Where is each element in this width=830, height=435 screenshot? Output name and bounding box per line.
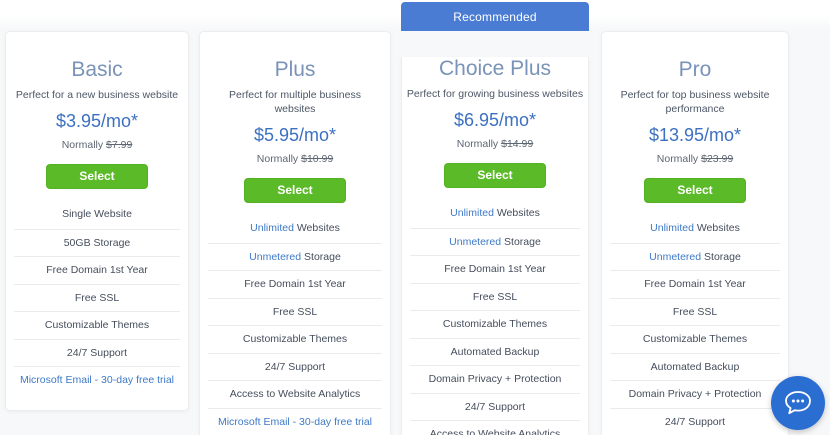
feature-link[interactable]: Unlimited [450, 207, 494, 219]
feature-row: 24/7 Support [14, 338, 180, 367]
plan-original-price: Normally $14.99 [402, 137, 588, 151]
feature-row: Free Domain 1st Year [208, 270, 382, 298]
recommended-banner-label: Recommended [453, 9, 537, 24]
normally-label: Normally [456, 138, 502, 150]
feature-row: Unmetered Storage [610, 242, 780, 271]
plan-card-body: Pro Perfect for top business website per… [601, 31, 789, 435]
feature-row: Free Domain 1st Year [14, 256, 180, 284]
plan-price: $6.95/mo* [453, 110, 537, 130]
feature-link[interactable]: Unlimited [250, 222, 294, 234]
plan-price: $13.95/mo* [648, 125, 742, 145]
plan-feature-list: Single Website 50GB Storage Free Domain 1s… [14, 201, 180, 394]
strikethrough-price: $7.99 [106, 139, 133, 151]
plan-original-price: Normally $10.99 [200, 152, 390, 166]
plan-card-body: Basic Perfect for a new business website… [5, 31, 189, 411]
feature-row: Microsoft Email - 30-day free trial [14, 366, 180, 394]
plan-original-price: Normally $7.99 [6, 138, 188, 152]
feature-link[interactable]: Unmetered [249, 250, 302, 263]
plan-card-body: Choice Plus Perfect for growing business… [401, 57, 589, 435]
chat-bubble-icon [783, 390, 813, 416]
plan-price: $3.95/mo* [55, 111, 139, 131]
feature-row: Unmetered Storage [410, 227, 580, 256]
select-button[interactable]: Select [644, 178, 746, 203]
plan-name: Choice Plus [438, 57, 552, 80]
strikethrough-price: $10.99 [301, 153, 334, 165]
pricing-plan-card: Recommended Choice Plus Perfect for grow… [401, 2, 589, 435]
feature-row: 24/7 Support [610, 407, 780, 435]
feature-row: Unlimited Websites [250, 222, 340, 234]
strikethrough-price: $23.99 [701, 153, 734, 165]
plan-name: Basic [71, 58, 123, 81]
normally-label: Normally [256, 153, 302, 165]
pricing-plan-card: Plus Perfect for multiple business websi… [199, 2, 391, 435]
feature-row: Single Website [62, 208, 132, 220]
feature-row: Unmetered Storage [208, 242, 382, 271]
feature-link[interactable]: Microsoft Email - 30-day free trial [217, 415, 373, 428]
plan-card-body: Plus Perfect for multiple business websi… [199, 31, 391, 435]
feature-row: Access to Website Analytics [208, 380, 382, 408]
plan-feature-list: Unlimited Websites Unmetered Storage Free … [610, 215, 780, 435]
plan-name: Pro [678, 58, 712, 81]
feature-row: Access to Website Analytics [410, 420, 580, 435]
feature-row: Unlimited Websites [650, 222, 740, 234]
feature-link[interactable]: Unlimited [650, 222, 694, 234]
feature-row: 50GB Storage [14, 228, 180, 257]
feature-row: Customizable Themes [14, 311, 180, 339]
plan-name: Plus [274, 58, 316, 81]
feature-row: Free SSL [14, 283, 180, 312]
feature-row: 24/7 Support [208, 352, 382, 381]
feature-row: Unlimited Websites [450, 207, 540, 219]
normally-label: Normally [61, 139, 107, 151]
feature-link[interactable]: Unmetered [449, 235, 502, 248]
plan-feature-list: Unlimited Websites Unmetered Storage Free … [208, 215, 382, 435]
feature-row: Domain Privacy + Protection [410, 365, 580, 393]
feature-row: Domain Privacy + Protection [610, 380, 780, 408]
feature-row: Customizable Themes [610, 325, 780, 353]
recommended-banner: Recommended [401, 2, 589, 31]
strikethrough-price: $14.99 [501, 138, 534, 150]
feature-row: Customizable Themes [208, 325, 382, 353]
plan-price: $5.95/mo* [253, 125, 337, 145]
select-button[interactable]: Select [244, 178, 346, 203]
plan-feature-list: Unlimited Websites Unmetered Storage Free … [410, 200, 580, 435]
pricing-plan-card: Basic Perfect for a new business website… [5, 2, 189, 411]
feature-row: Free Domain 1st Year [410, 255, 580, 283]
feature-row: Free SSL [610, 297, 780, 326]
plan-description: Perfect for growing business websites [406, 88, 584, 100]
feature-row: 24/7 Support [410, 392, 580, 421]
select-button[interactable]: Select [444, 163, 546, 188]
chat-widget-button[interactable] [771, 376, 825, 430]
feature-row: Free SSL [410, 282, 580, 311]
feature-link[interactable]: Unmetered [649, 250, 702, 263]
plan-original-price: Normally $23.99 [602, 152, 788, 166]
pricing-plan-card: Pro Perfect for top business website per… [601, 2, 789, 435]
plan-description: Perfect for a new business website [15, 89, 179, 101]
feature-row: Microsoft Email - 30-day free trial [208, 407, 382, 435]
plan-description: Perfect for top business website perform… [620, 89, 770, 115]
feature-row: Free SSL [208, 297, 382, 326]
feature-link[interactable]: Microsoft Email - 30-day free trial [19, 374, 175, 386]
feature-row: Free Domain 1st Year [610, 270, 780, 298]
select-button[interactable]: Select [46, 164, 148, 189]
normally-label: Normally [656, 153, 702, 165]
feature-row: Customizable Themes [410, 310, 580, 338]
plan-description: Perfect for multiple business websites [229, 89, 361, 115]
feature-row: Automated Backup [610, 352, 780, 381]
feature-row: Automated Backup [410, 337, 580, 366]
